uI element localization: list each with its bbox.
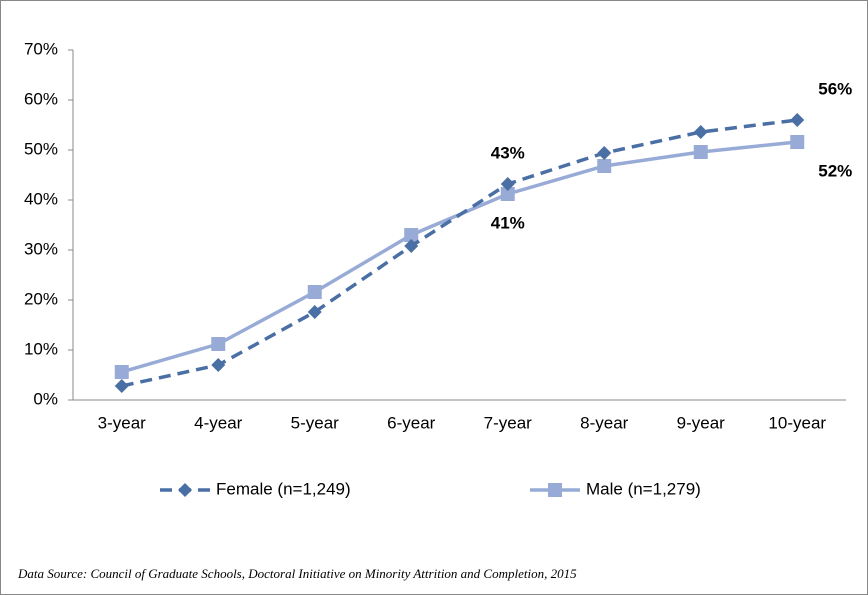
marker [404,228,419,242]
y-tick-label: 40% [24,189,58,208]
marker [548,483,562,497]
marker [790,113,805,127]
y-tick-label: 0% [33,389,58,408]
marker [500,187,515,201]
y-tick-label: 50% [24,139,58,158]
data-label: 43% [491,143,525,162]
marker [211,337,226,351]
legend-label: Female (n=1,249) [216,479,351,498]
y-tick-label: 60% [24,89,58,108]
series-line [121,118,798,388]
data-label: 56% [818,79,852,98]
x-tick-label: 7-year [484,413,533,432]
marker [693,125,708,139]
marker [307,305,322,319]
marker [211,358,226,372]
x-tick-label: 5-year [291,413,340,432]
y-tick-label: 20% [24,289,58,308]
x-tick-label: 9-year [677,413,726,432]
x-tick-label: 8-year [580,413,629,432]
data-label: 52% [818,161,852,180]
x-tick-label: 3-year [98,413,147,432]
marker [597,159,612,173]
source-note: Data Source: Council of Graduate Schools… [17,566,577,581]
marker [790,135,805,149]
x-tick-label: 6-year [387,413,436,432]
marker [307,285,322,299]
x-tick-label: 4-year [194,413,243,432]
marker [693,145,708,159]
legend-label: Male (n=1,279) [586,479,701,498]
y-tick-label: 10% [24,339,58,358]
marker [500,177,515,191]
marker [114,379,129,393]
y-tick-label: 70% [24,39,58,58]
marker [178,483,192,497]
marker [114,365,129,379]
marker [597,146,612,160]
marker [404,239,419,253]
x-tick-label: 10-year [768,413,826,432]
y-tick-label: 30% [24,239,58,258]
data-label: 41% [491,213,525,232]
